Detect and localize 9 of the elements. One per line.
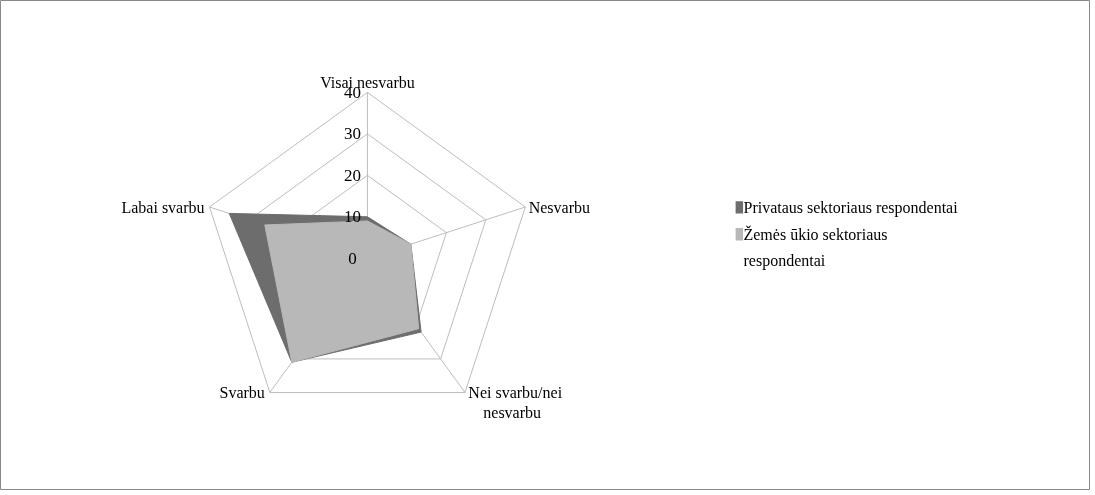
legend-label: Privataus sektoriaus respondentai (743, 198, 959, 217)
legend-label: Žemės ūkio sektoriaus respondentai (743, 224, 888, 271)
spoke-label: Labai svarbu (121, 198, 205, 216)
spoke-label: Svarbu (219, 383, 265, 401)
y-tick-label: 20 (343, 165, 361, 185)
spoke-label: Nei svarbu/nei nesvarbu (468, 383, 563, 421)
spoke-label: Nesvarbu (528, 198, 590, 216)
y-tick-label: 30 (343, 124, 361, 144)
y-tick-label: 0 (348, 248, 357, 268)
